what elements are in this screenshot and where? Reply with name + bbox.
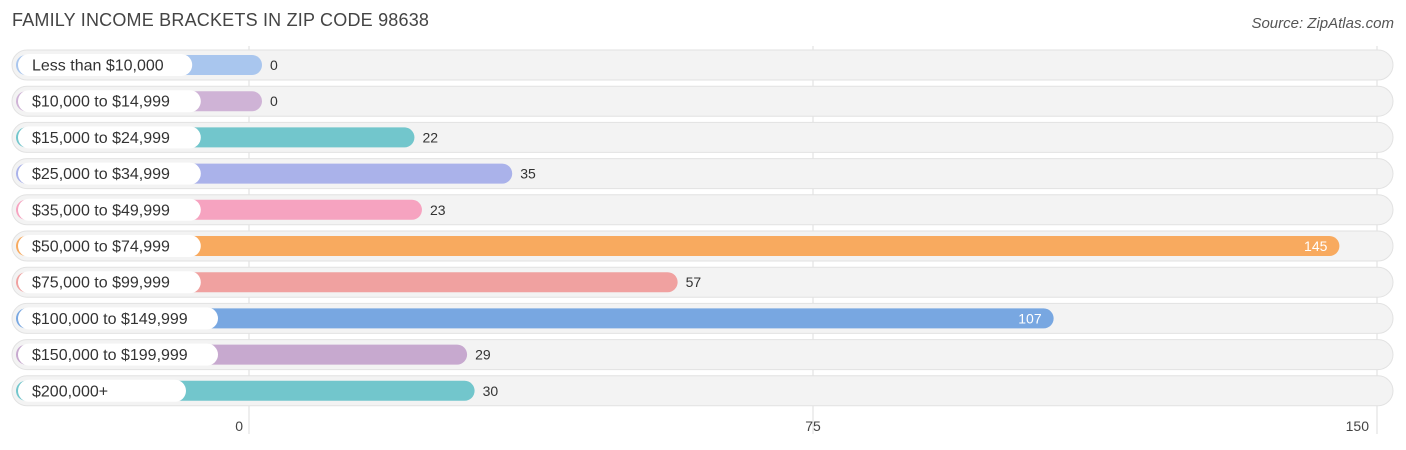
value-label: 57 — [686, 274, 702, 290]
row-track — [11, 85, 1394, 117]
category-label-pill — [18, 307, 218, 330]
value-label: 35 — [520, 166, 536, 182]
value-label: 0 — [270, 57, 278, 73]
value-label: 29 — [475, 347, 491, 363]
x-tick-label: 0 — [235, 418, 243, 434]
value-label: 145 — [1304, 238, 1328, 254]
category-label: $50,000 to $74,999 — [32, 239, 170, 256]
category-label-pill — [18, 343, 218, 366]
category-label-pill — [18, 271, 201, 294]
category-label-pill — [18, 235, 201, 257]
row-track — [11, 49, 1394, 81]
value-label: 23 — [430, 202, 446, 218]
category-label: $150,000 to $199,999 — [32, 347, 188, 364]
category-label-pill — [18, 90, 201, 113]
category-label: Less than $10,000 — [32, 58, 164, 75]
source-note: Source: ZipAtlas.com — [1251, 15, 1394, 32]
category-label: $15,000 to $24,999 — [32, 130, 170, 147]
category-label: $200,000+ — [32, 383, 108, 400]
category-label-pill — [18, 198, 201, 221]
x-tick-label: 150 — [1346, 418, 1370, 434]
value-label: 22 — [422, 129, 438, 145]
category-label-pill — [18, 162, 201, 185]
bar — [16, 308, 1054, 329]
x-tick-label: 75 — [805, 418, 821, 434]
category-label: $10,000 to $14,999 — [32, 94, 170, 111]
category-label: $75,000 to $99,999 — [32, 275, 170, 292]
value-label: 30 — [483, 383, 499, 399]
bar — [16, 236, 1340, 256]
chart-title: FAMILY INCOME BRACKETS IN ZIP CODE 98638 — [12, 10, 430, 30]
category-label: $100,000 to $149,999 — [32, 311, 188, 328]
value-label: 107 — [1018, 310, 1042, 326]
value-label: 0 — [270, 93, 278, 109]
category-label-pill — [18, 379, 186, 402]
category-label: $35,000 to $49,999 — [32, 202, 170, 219]
category-label-pill — [18, 54, 193, 76]
category-label: $25,000 to $34,999 — [32, 166, 170, 183]
category-label-pill — [18, 126, 201, 149]
